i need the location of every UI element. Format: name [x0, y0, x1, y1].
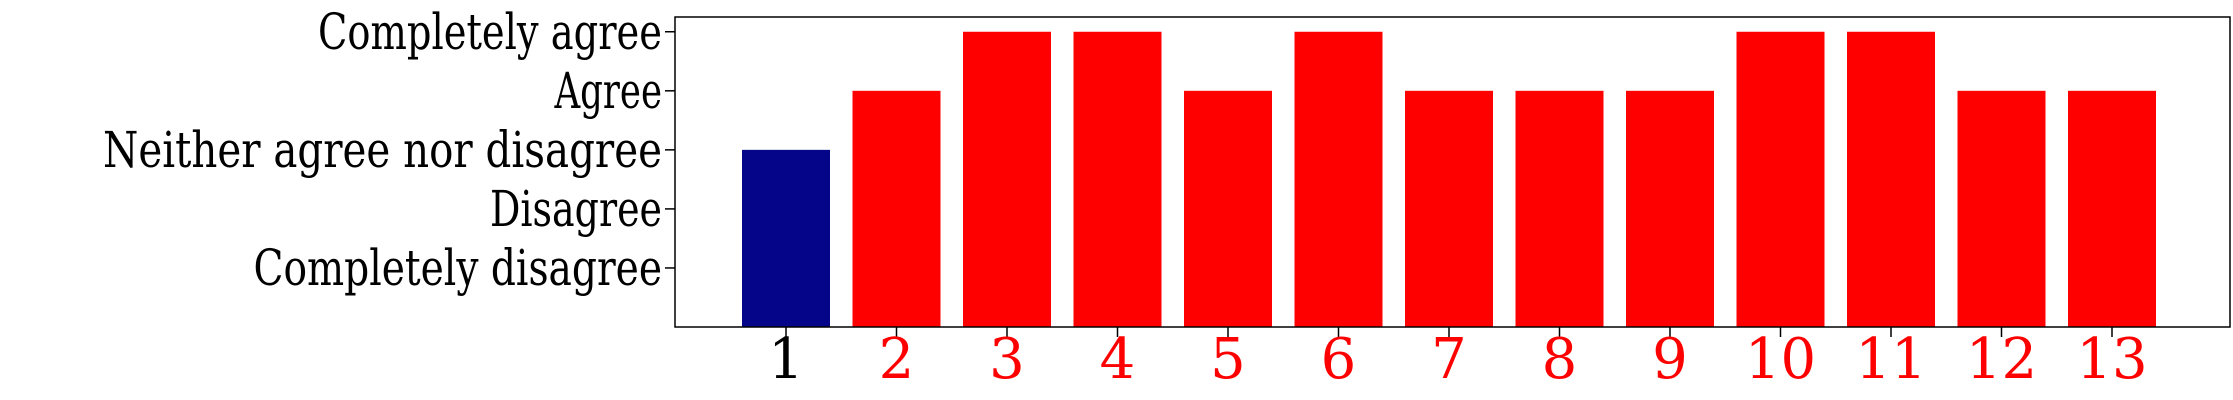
plot-frame: [674, 16, 2231, 328]
bar-3: [963, 31, 1051, 328]
bar-9: [1626, 90, 1714, 327]
x-axis: 1 2 3 4 5 6 7 8 9 10 11 12 13: [768, 327, 2148, 392]
bar-10: [1736, 31, 1825, 328]
x-tick-label-9: 9: [1652, 327, 1688, 392]
bars-layer: [742, 31, 2156, 328]
x-tick-label-1: 1: [768, 327, 804, 392]
x-tick-label-8: 8: [1542, 327, 1578, 392]
x-tick-label-4: 4: [1100, 327, 1136, 392]
bar-12: [1957, 90, 2046, 327]
bar-4: [1073, 31, 1162, 328]
x-tick-label-2: 2: [879, 327, 915, 392]
bar-13: [2068, 90, 2156, 327]
x-tick-label-6: 6: [1321, 327, 1357, 392]
x-tick-label-5: 5: [1210, 327, 1246, 392]
x-tick-label-3: 3: [989, 327, 1025, 392]
y-tick-label: Completely agree: [318, 3, 662, 61]
bar-6: [1294, 31, 1383, 328]
x-tick-label-12: 12: [1966, 327, 2037, 392]
x-tick-label-11: 11: [1855, 327, 1926, 392]
x-tick-label-13: 13: [2076, 327, 2147, 392]
x-tick-label-10: 10: [1745, 327, 1816, 392]
y-tick-label: Completely disagree: [254, 239, 663, 297]
bar-7: [1405, 90, 1493, 327]
y-tick-label: Neither agree nor disagree: [103, 121, 662, 179]
bar-2: [852, 90, 941, 327]
bar-1: [742, 149, 830, 327]
y-tick-label: Agree: [554, 62, 662, 120]
y-tick-label: Disagree: [490, 180, 662, 238]
bar-5: [1184, 90, 1272, 327]
bar-8: [1515, 90, 1604, 327]
x-tick-label-7: 7: [1431, 327, 1467, 392]
bar-11: [1847, 31, 1935, 328]
